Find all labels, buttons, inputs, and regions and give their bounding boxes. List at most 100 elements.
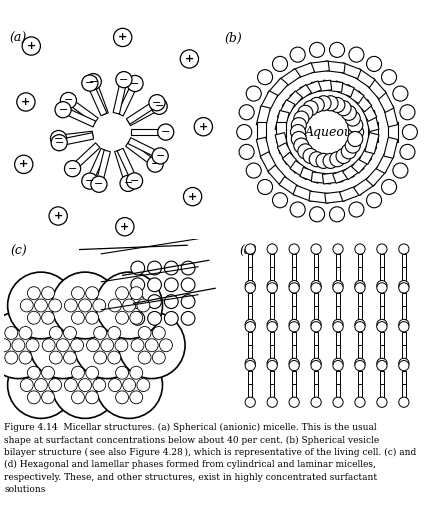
Bar bbox=[313, 371, 318, 384]
Circle shape bbox=[22, 37, 40, 55]
Bar bbox=[357, 384, 361, 397]
Bar bbox=[313, 332, 318, 345]
Circle shape bbox=[71, 339, 83, 352]
Circle shape bbox=[244, 244, 255, 254]
Circle shape bbox=[64, 351, 76, 364]
Text: −: − bbox=[85, 176, 94, 186]
Bar bbox=[401, 371, 405, 384]
Bar bbox=[117, 82, 138, 116]
Circle shape bbox=[291, 132, 306, 147]
Circle shape bbox=[27, 366, 40, 379]
Circle shape bbox=[315, 96, 330, 111]
Circle shape bbox=[293, 111, 308, 126]
Bar bbox=[127, 104, 160, 125]
Circle shape bbox=[0, 312, 52, 378]
Circle shape bbox=[381, 70, 396, 85]
Bar bbox=[324, 61, 344, 73]
Bar bbox=[335, 384, 339, 397]
Bar bbox=[269, 332, 274, 345]
Circle shape bbox=[344, 111, 360, 126]
Bar bbox=[279, 69, 300, 87]
Circle shape bbox=[297, 144, 312, 159]
Bar bbox=[256, 137, 270, 158]
Circle shape bbox=[14, 155, 33, 174]
Circle shape bbox=[332, 244, 343, 254]
Circle shape bbox=[376, 361, 386, 371]
Circle shape bbox=[131, 339, 144, 352]
Circle shape bbox=[398, 280, 408, 291]
Circle shape bbox=[145, 339, 158, 352]
Text: +: + bbox=[120, 221, 129, 232]
Text: (b): (b) bbox=[224, 32, 242, 45]
Circle shape bbox=[376, 283, 386, 293]
Circle shape bbox=[354, 280, 364, 291]
Bar bbox=[401, 267, 405, 280]
Bar bbox=[379, 254, 383, 267]
Circle shape bbox=[120, 175, 136, 192]
Text: +: + bbox=[198, 122, 208, 132]
Circle shape bbox=[78, 299, 91, 312]
Circle shape bbox=[85, 311, 99, 324]
Circle shape bbox=[288, 244, 299, 254]
Circle shape bbox=[244, 283, 255, 293]
Bar bbox=[267, 165, 287, 186]
Text: −: − bbox=[64, 96, 73, 106]
Circle shape bbox=[64, 327, 76, 339]
Circle shape bbox=[137, 299, 149, 312]
Bar bbox=[275, 110, 289, 132]
Circle shape bbox=[239, 105, 254, 120]
Bar bbox=[364, 133, 378, 154]
Bar bbox=[313, 306, 318, 320]
Circle shape bbox=[147, 311, 161, 325]
Circle shape bbox=[64, 161, 81, 177]
Bar bbox=[275, 133, 289, 154]
Bar bbox=[269, 345, 274, 358]
Circle shape bbox=[354, 322, 364, 332]
Bar bbox=[335, 371, 339, 384]
Circle shape bbox=[159, 339, 172, 352]
Bar bbox=[313, 384, 318, 397]
Circle shape bbox=[49, 299, 61, 312]
Circle shape bbox=[354, 358, 364, 368]
Bar bbox=[342, 161, 363, 180]
Circle shape bbox=[108, 351, 120, 364]
Circle shape bbox=[86, 339, 99, 352]
Circle shape bbox=[78, 378, 91, 392]
Bar bbox=[58, 133, 93, 146]
Circle shape bbox=[20, 299, 33, 312]
Circle shape bbox=[108, 378, 121, 392]
Circle shape bbox=[354, 361, 364, 371]
Bar bbox=[358, 100, 376, 121]
Circle shape bbox=[194, 117, 212, 136]
Text: −: − bbox=[155, 151, 164, 161]
Circle shape bbox=[93, 327, 106, 339]
Circle shape bbox=[118, 312, 185, 378]
Circle shape bbox=[181, 261, 194, 275]
Circle shape bbox=[332, 397, 343, 407]
Circle shape bbox=[376, 322, 386, 332]
Circle shape bbox=[147, 156, 163, 172]
Bar bbox=[290, 161, 311, 180]
Text: +: + bbox=[187, 192, 197, 202]
Circle shape bbox=[42, 391, 54, 404]
Text: −: − bbox=[123, 178, 132, 188]
Circle shape bbox=[51, 135, 67, 151]
Circle shape bbox=[50, 131, 67, 147]
Bar bbox=[291, 371, 296, 384]
Circle shape bbox=[392, 163, 407, 178]
Bar bbox=[126, 100, 159, 124]
Circle shape bbox=[332, 283, 343, 293]
Bar bbox=[357, 267, 361, 280]
Circle shape bbox=[246, 86, 261, 101]
Circle shape bbox=[239, 144, 254, 160]
Bar bbox=[313, 345, 318, 358]
Circle shape bbox=[151, 98, 167, 114]
Circle shape bbox=[49, 378, 61, 392]
Circle shape bbox=[401, 124, 417, 140]
Circle shape bbox=[266, 244, 277, 254]
Circle shape bbox=[180, 50, 198, 68]
Circle shape bbox=[81, 173, 98, 189]
Circle shape bbox=[332, 358, 343, 368]
Circle shape bbox=[340, 105, 356, 120]
Text: −: − bbox=[154, 101, 163, 111]
